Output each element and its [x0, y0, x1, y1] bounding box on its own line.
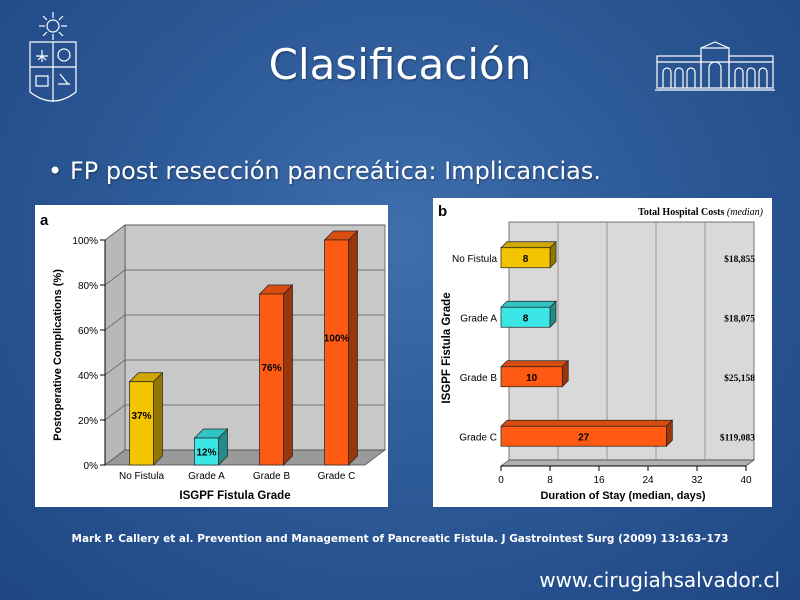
chart-b-bar-top [500, 419, 674, 427]
chart-b-data-label: 8 [523, 313, 529, 324]
chart-a-bar-side [283, 284, 293, 466]
chart-a-gridline [104, 404, 385, 421]
chart-a-bar-side [153, 371, 163, 466]
chart-a-data-label: 100% [324, 333, 350, 344]
bullet-text: FP post resección pancreática: Implicanc… [70, 157, 602, 185]
chart-b-category-label: No Fistula [452, 254, 497, 265]
bullet-dot-icon: • [48, 157, 63, 185]
chart-panel-a: 0% 20% 40% 60% 80% 100% 37% No Fistula 12% Grade … [35, 205, 388, 507]
chart-a-bar [194, 437, 219, 466]
chart-b-category-label: Grade B [460, 373, 498, 384]
chart-a-bar [129, 381, 154, 466]
chart-b-xtick-label: 0 [498, 475, 504, 486]
citation-text: Mark P. Callery et al. Prevention and Ma… [71, 533, 729, 545]
chart-a-ytick-label: 40% [78, 371, 98, 382]
chart-b-xtick-label: 32 [691, 475, 703, 486]
chart-b-cost-label: $18,855 [724, 254, 755, 265]
chart-b-xtick-label: 8 [547, 475, 553, 486]
chart-a-gridline [104, 359, 385, 376]
chart-a-bar [324, 239, 349, 466]
chart-b-category-label: Grade C [459, 432, 497, 443]
chart-a-bar-side [348, 230, 358, 466]
chart-a-ytick-label: 80% [78, 281, 98, 292]
chart-b-data-label: 27 [578, 432, 590, 443]
chart-a-gridline [104, 449, 385, 466]
chart-b-cost-label: $119,083 [720, 432, 755, 443]
chart-a-ytick-label: 100% [72, 236, 98, 247]
chart-b-xtick-label: 16 [593, 475, 605, 486]
chart-a-ytick-label: 60% [78, 326, 98, 337]
chart-a-gridline [104, 269, 385, 286]
chart-b-panel-label: b [438, 203, 447, 220]
university-seal-icon [24, 12, 82, 110]
chart-b-bar-top [500, 241, 557, 249]
chart-a-data-label: 37% [131, 411, 151, 422]
chart-panel-b: 0 8 16 24 32 40 8 No Fistula $18,855 8 Grade A $18,… [433, 198, 772, 507]
chart-b-floor [499, 459, 756, 467]
chart-b-cost-label: $18,075 [724, 313, 755, 324]
chart-b-data-label: 8 [523, 254, 529, 265]
chart-a-ytick-label: 0% [84, 461, 99, 472]
chart-a-ylabel: Postoperative Complications (%) [52, 269, 64, 441]
website-url: www.cirugiahsalvador.cl [539, 568, 780, 592]
chart-b-category-label: Grade A [460, 313, 497, 324]
chart-b-bar [500, 306, 551, 328]
chart-b-bar [500, 425, 667, 447]
chart-a-panel-label: a [40, 212, 49, 229]
chart-b-costs-header-main: Total Hospital Costs [638, 207, 727, 218]
chart-b-bar [500, 366, 563, 388]
chart-a-bar [259, 293, 284, 466]
chart-a-ytick-label: 20% [78, 416, 98, 427]
chart-a-gridline [104, 314, 385, 331]
chart-b-svg: 0 8 16 24 32 40 8 No Fistula $18,855 8 Grade A $18,… [438, 203, 764, 502]
chart-b-ylabel: ISGPF Fistula Grade [441, 292, 453, 403]
chart-a-side-wall [104, 224, 126, 466]
chart-a-category-label: Grade C [318, 471, 356, 482]
chart-a-data-label: 76% [261, 363, 281, 374]
chart-b-data-label: 10 [526, 373, 538, 384]
chart-a-category-label: No Fistula [119, 471, 164, 482]
chart-b-xtick-label: 24 [642, 475, 654, 486]
chart-a-category-label: Grade A [188, 471, 225, 482]
chart-b-bar [500, 247, 551, 269]
chart-a-gridline [104, 224, 385, 241]
chart-b-costs-header: Total Hospital Costs (median) [638, 207, 764, 218]
hospital-building-icon [655, 40, 775, 92]
chart-a-category-label: Grade B [253, 471, 291, 482]
chart-b-cost-label: $25,158 [724, 373, 755, 384]
chart-b-xlabel: Duration of Stay (median, days) [540, 490, 705, 502]
slide-title: Clasificación [268, 40, 532, 89]
chart-a-xlabel: ISGPF Fistula Grade [179, 490, 290, 502]
chart-b-xtick-label: 40 [740, 475, 752, 486]
chart-a-data-label: 12% [196, 448, 216, 459]
chart-b-bar-top [500, 300, 557, 308]
chart-a-svg: 0% 20% 40% 60% 80% 100% 37% No Fistula 12% Grade … [40, 212, 387, 502]
chart-b-costs-header-suffix: (median) [727, 207, 764, 218]
chart-b-bar-top [500, 360, 570, 368]
bullet-item: • FP post resección pancreática: Implican… [48, 157, 601, 185]
